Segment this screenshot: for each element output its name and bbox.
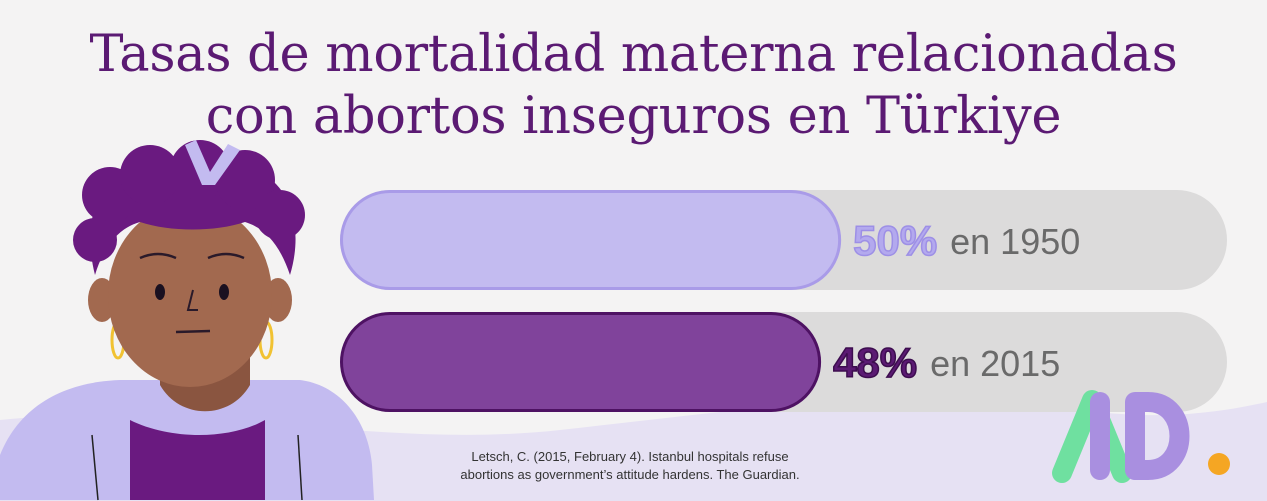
category-label: en 2015 <box>930 343 1060 384</box>
woman-illustration <box>0 140 374 501</box>
value-label: 50% <box>853 217 937 264</box>
source-line-2: abortions as government’s attitude harde… <box>460 467 800 482</box>
value-label: 48% <box>833 339 917 386</box>
category-label: en 1950 <box>950 221 1080 262</box>
title-line-1: Tasas de mortalidad materna relacionadas <box>89 25 1178 84</box>
bar <box>340 312 822 412</box>
chart-title: Tasas de mortalidad materna relacionadas… <box>0 24 1267 148</box>
ad-logo <box>1052 390 1230 483</box>
title-line-2: con abortos inseguros en Türkiye <box>205 87 1062 146</box>
source-citation: Letsch, C. (2015, February 4). Istanbul … <box>420 448 840 484</box>
bar <box>340 190 842 290</box>
source-line-1: Letsch, C. (2015, February 4). Istanbul … <box>471 449 789 464</box>
